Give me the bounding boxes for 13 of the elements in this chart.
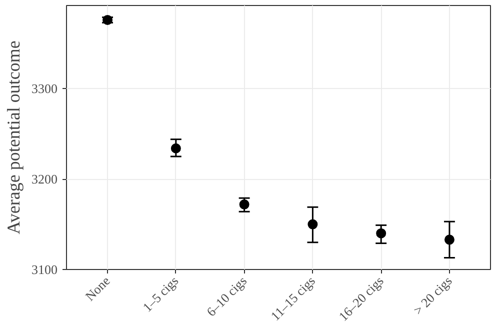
y-tick-label: 3300: [32, 81, 58, 96]
point: [376, 228, 386, 238]
point: [308, 219, 318, 230]
point: [444, 234, 454, 245]
point: [170, 143, 181, 154]
y-axis-title: Average potential outcome: [4, 40, 24, 234]
x-tick-label: 1–5 cigs: [140, 273, 182, 315]
point: [102, 14, 113, 25]
point: [239, 199, 250, 210]
y-tick-label: 3100: [32, 262, 58, 277]
x-tick-label: > 20 cigs: [410, 273, 455, 318]
x-tick-label: 6–10 cigs: [204, 273, 250, 320]
y-tick-label: 3200: [32, 172, 58, 187]
